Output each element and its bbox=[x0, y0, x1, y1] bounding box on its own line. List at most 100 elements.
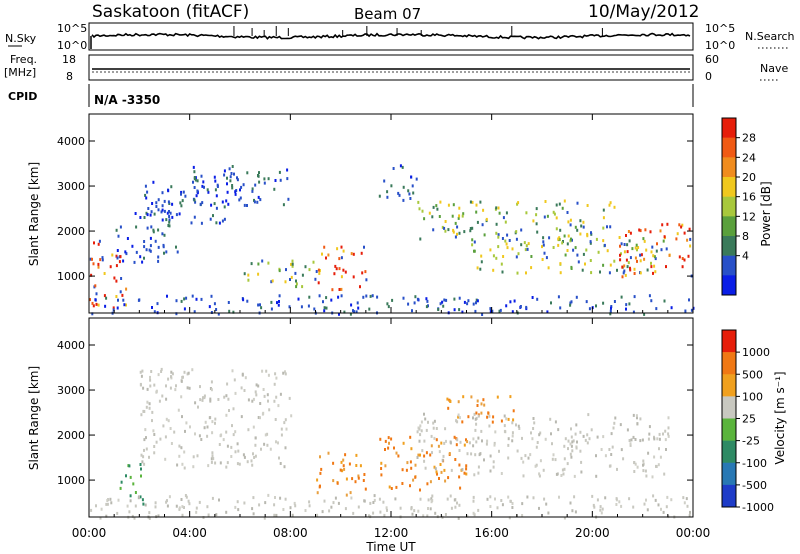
velocity-cell bbox=[161, 394, 164, 398]
velocity-cell bbox=[120, 480, 123, 484]
power-cell bbox=[363, 245, 365, 249]
velocity-cell bbox=[183, 370, 186, 374]
velocity-cell bbox=[628, 439, 631, 442]
power-cell bbox=[342, 268, 345, 272]
power-cell bbox=[161, 232, 164, 236]
power-cell bbox=[643, 239, 646, 243]
velocity-cell bbox=[683, 501, 686, 505]
power-cell bbox=[421, 209, 424, 213]
freq-label: Freq. bbox=[10, 53, 37, 66]
power-cell bbox=[633, 267, 636, 271]
velocity-cell bbox=[573, 474, 576, 478]
velocity-cell bbox=[496, 395, 499, 399]
power-cell bbox=[126, 237, 129, 240]
velocity-cell bbox=[380, 473, 383, 477]
velocity-cell bbox=[144, 428, 147, 432]
velocity-cell bbox=[140, 474, 142, 478]
velocity-cell bbox=[662, 510, 665, 514]
velocity-cell bbox=[196, 454, 199, 458]
power-cell bbox=[352, 309, 354, 313]
velocity-cell bbox=[643, 502, 646, 506]
colorbar-tick-label: 25 bbox=[742, 413, 756, 426]
power-cell bbox=[495, 256, 498, 260]
power-cell bbox=[489, 310, 492, 314]
power-cell bbox=[631, 247, 634, 251]
power-cell bbox=[317, 268, 320, 272]
velocity-cell bbox=[446, 397, 449, 401]
power-cell bbox=[125, 303, 127, 307]
power-cell bbox=[95, 292, 98, 296]
velocity-cell bbox=[465, 438, 467, 442]
power-cell bbox=[602, 239, 605, 243]
velocity-cell bbox=[323, 499, 326, 503]
power-cell bbox=[557, 295, 560, 299]
power-cell bbox=[579, 232, 582, 236]
velocity-cell bbox=[237, 449, 240, 453]
velocity-cell bbox=[255, 393, 258, 397]
velocity-cell bbox=[378, 497, 381, 501]
velocity-cell bbox=[505, 417, 508, 421]
velocity-cell bbox=[237, 508, 240, 512]
colorbar-tick-label: 28 bbox=[742, 132, 756, 145]
velocity-cell bbox=[463, 443, 466, 447]
power-cell bbox=[153, 212, 156, 216]
power-cell bbox=[623, 250, 626, 254]
power-cell bbox=[511, 247, 514, 251]
velocity-cell bbox=[355, 464, 358, 467]
power-cell bbox=[89, 298, 91, 302]
power-cell bbox=[212, 214, 214, 218]
power-cell bbox=[548, 236, 551, 240]
power-cell bbox=[97, 262, 100, 266]
x-tick-label: 00:00 bbox=[72, 526, 107, 540]
power-cell bbox=[260, 306, 263, 310]
velocity-cell bbox=[466, 440, 469, 444]
power-cell bbox=[273, 187, 276, 191]
power-cell bbox=[168, 220, 171, 224]
power-cell bbox=[543, 215, 546, 219]
power-cell bbox=[215, 221, 218, 225]
power-cell bbox=[116, 249, 119, 252]
power-cell bbox=[109, 265, 112, 269]
power-cell bbox=[629, 268, 632, 272]
velocity-cell bbox=[357, 474, 360, 478]
power-cell bbox=[278, 170, 281, 174]
power-cell bbox=[606, 225, 608, 229]
velocity-cell bbox=[129, 475, 132, 479]
power-cell bbox=[308, 268, 311, 272]
velocity-cell bbox=[409, 435, 412, 439]
velocity-cell bbox=[228, 409, 230, 412]
velocity-cell bbox=[242, 453, 245, 457]
power-cell bbox=[225, 199, 228, 203]
velocity-cell bbox=[164, 457, 167, 461]
velocity-cell bbox=[437, 444, 440, 448]
velocity-cell bbox=[570, 435, 573, 439]
velocity-cell bbox=[458, 449, 461, 452]
velocity-cell bbox=[166, 504, 169, 508]
power-cell bbox=[161, 204, 164, 208]
colorbar-tick-label: 1000 bbox=[742, 346, 770, 359]
velocity-cell bbox=[410, 466, 413, 470]
power-cell bbox=[499, 308, 502, 312]
power-cell bbox=[608, 271, 611, 275]
velocity-cell bbox=[410, 447, 413, 451]
velocity-cell bbox=[632, 413, 635, 417]
velocity-cell bbox=[181, 505, 184, 509]
velocity-cell bbox=[141, 460, 144, 464]
velocity-cell bbox=[688, 514, 691, 518]
velocity-cell bbox=[153, 383, 156, 387]
velocity-cell bbox=[137, 496, 140, 500]
power-cell bbox=[257, 303, 260, 307]
power-cell bbox=[608, 203, 611, 207]
power-cell bbox=[175, 299, 178, 303]
power-cell bbox=[325, 306, 328, 310]
power-cell bbox=[520, 243, 523, 247]
velocity-cell bbox=[278, 456, 280, 460]
velocity-cell bbox=[390, 487, 393, 490]
power-cell bbox=[575, 295, 578, 299]
power-cell bbox=[240, 185, 243, 189]
power-cell bbox=[432, 228, 435, 232]
power-cell bbox=[207, 190, 210, 194]
velocity-cell bbox=[468, 441, 471, 445]
velocity-cell bbox=[332, 501, 335, 505]
power-cell bbox=[118, 260, 121, 264]
